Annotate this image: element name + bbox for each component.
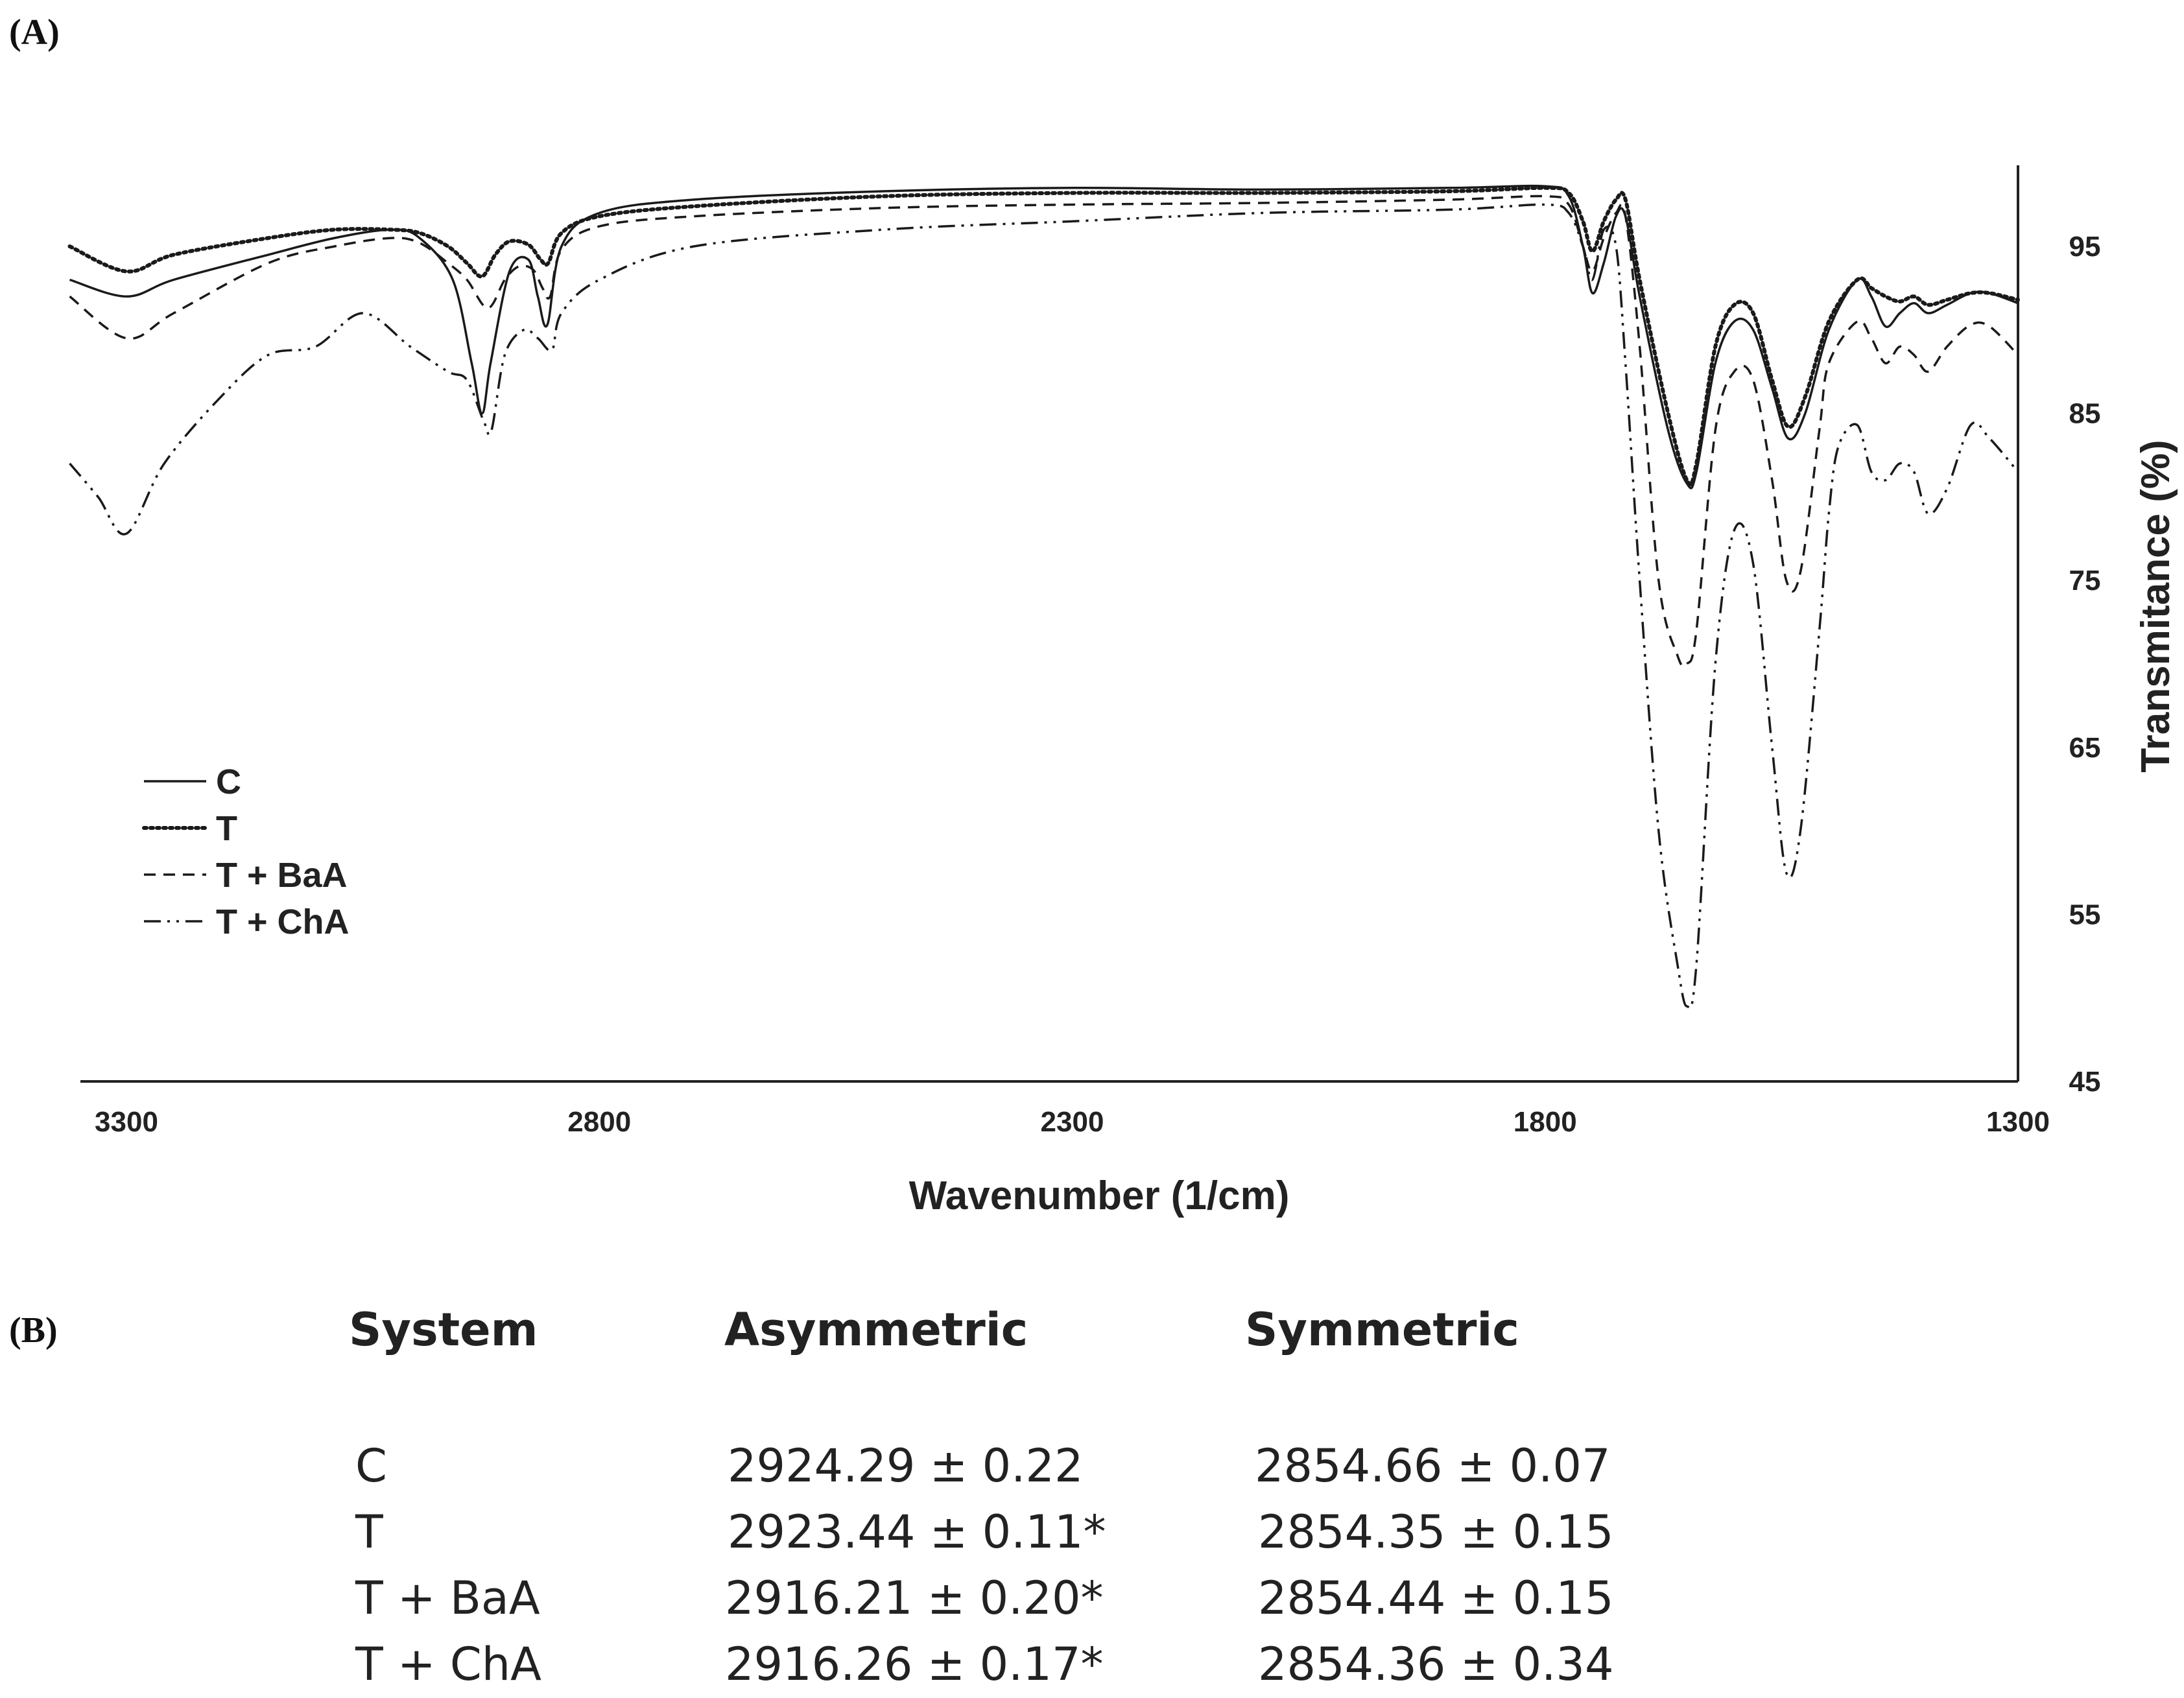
table-cell-system: T xyxy=(355,1505,383,1559)
table-cell-asymmetric: 2924.29 ± 0.22 xyxy=(728,1439,1084,1492)
y-tick-label: 95 xyxy=(2069,231,2101,263)
chart-axes xyxy=(80,165,2019,1083)
table-header-system: System xyxy=(349,1303,538,1356)
x-tick-label: 3300 xyxy=(95,1106,158,1138)
legend-label: C xyxy=(216,762,241,801)
panel-b-label: (B) xyxy=(9,1310,58,1350)
series-line-t-baa xyxy=(69,195,2019,668)
y-tick-label: 65 xyxy=(2069,732,2101,764)
table-cell-asymmetric: 2916.26 ± 0.17* xyxy=(725,1638,1104,1691)
series-line-c xyxy=(69,184,2019,489)
y-tick-label: 75 xyxy=(2069,565,2101,596)
table-cell-symmetric: 2854.44 ± 0.15 xyxy=(1258,1572,1614,1625)
chart-legend: CT T + BaA T + ChA xyxy=(142,762,350,941)
y-axis-title: Transmitance (%) xyxy=(2133,440,2178,772)
y-tick-label: 45 xyxy=(2069,1066,2101,1098)
table-cell-asymmetric: 2923.44 ± 0.11* xyxy=(728,1505,1106,1559)
x-tick-label: 2300 xyxy=(1041,1106,1104,1138)
x-axis-title: Wavenumber (1/cm) xyxy=(909,1173,1290,1218)
table-cell-system: T + BaA xyxy=(355,1572,540,1625)
series-layer xyxy=(67,184,2020,1009)
table-cell-symmetric: 2854.66 ± 0.07 xyxy=(1255,1439,1611,1492)
table-cell-system: T + ChA xyxy=(355,1638,542,1691)
y-tick-label: 85 xyxy=(2069,398,2101,430)
x-tick-labels: 3300 2800 2300 1800 1300 xyxy=(95,1106,2050,1138)
table-cell-symmetric: 2854.36 ± 0.34 xyxy=(1258,1638,1614,1691)
table-cell-symmetric: 2854.35 ± 0.15 xyxy=(1258,1505,1614,1559)
table-cell-asymmetric: 2916.21 ± 0.20* xyxy=(725,1572,1104,1625)
series-line-t xyxy=(67,185,2020,487)
x-tick-label: 1300 xyxy=(1986,1106,2050,1138)
x-tick-label: 2800 xyxy=(567,1106,631,1138)
x-tick-label: 1800 xyxy=(1513,1106,1577,1138)
ftir-chart: 3300 2800 2300 1800 1300 95 85 75 65 55 45 Wavenu… xyxy=(67,165,2178,1218)
series-line-t-cha xyxy=(69,203,2019,1009)
y-tick-label: 55 xyxy=(2069,899,2101,930)
legend-label: T + BaA xyxy=(216,856,348,895)
table-cell-system: C xyxy=(355,1439,387,1492)
panel-a-label: (A) xyxy=(9,12,60,53)
y-tick-labels: 95 85 75 65 55 45 xyxy=(2069,231,2101,1098)
legend-label: T + ChA xyxy=(216,902,350,941)
table-header-asymmetric: Asymmetric xyxy=(724,1303,1028,1356)
legend-label: T xyxy=(216,809,237,848)
table-header-symmetric: Symmetric xyxy=(1245,1303,1519,1356)
